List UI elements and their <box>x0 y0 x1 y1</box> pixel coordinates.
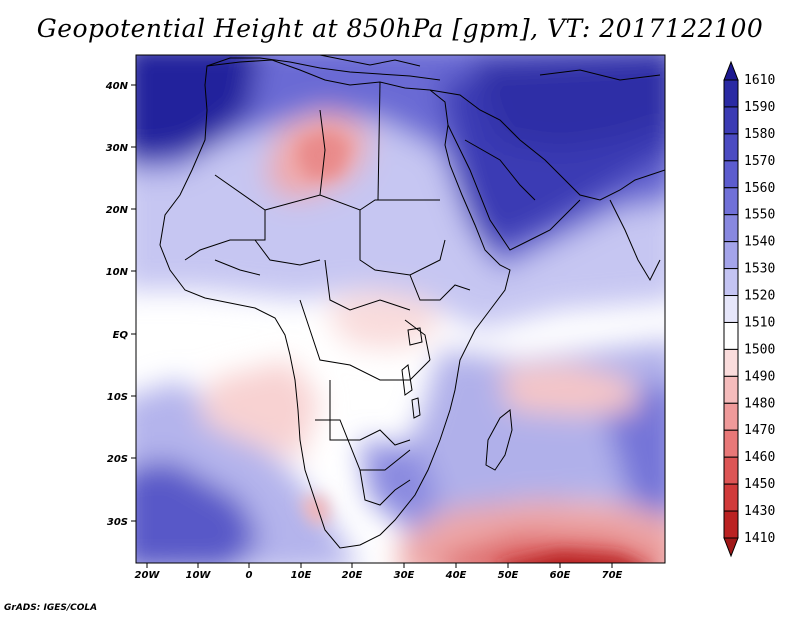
colorbar-label: 1580 <box>744 127 775 142</box>
colorbar-swatch <box>723 321 739 350</box>
lat-tick-label: 40N <box>105 81 129 92</box>
lon-tick-label: 30E <box>394 570 415 581</box>
lon-tick-label: 70E <box>602 570 623 581</box>
colorbar-label: 1610 <box>744 73 775 88</box>
colorbar-label: 1560 <box>744 181 775 196</box>
colorbar-swatch <box>723 510 739 539</box>
lat-tick-label: 20S <box>107 454 128 465</box>
colorbar-swatch <box>723 402 739 431</box>
lat-tick-label: 20N <box>106 205 129 216</box>
colorbar-label: 1540 <box>744 235 775 250</box>
lon-tick-label: 40E <box>445 570 467 581</box>
colorbar-label: 1470 <box>744 423 775 438</box>
lat-tick-label: 30N <box>106 143 129 154</box>
lat-tick-label: EQ <box>113 330 129 341</box>
lon-tick-label: 20E <box>342 570 363 581</box>
colorbar-label: 1490 <box>744 369 775 384</box>
colorbar-swatch <box>723 348 739 377</box>
lon-tick-label: 10E <box>291 570 312 581</box>
colorbar-swatch <box>723 241 739 270</box>
grads-credit: GrADS: IGES/COLA <box>4 603 98 613</box>
lon-tick-label: 50E <box>498 570 519 581</box>
colorbar-swatch <box>723 268 739 297</box>
lon-tick-label: 60E <box>550 570 571 581</box>
colorbar-label: 1570 <box>744 154 775 169</box>
colorbar-label: 1450 <box>744 477 775 492</box>
colorbar-swatch <box>723 106 739 135</box>
coastlines <box>159 55 665 549</box>
colorbar-swatch <box>723 79 739 108</box>
colorbar-swatch <box>723 133 739 162</box>
lon-tick-label: 10W <box>186 570 212 581</box>
lat-tick-labels: 40N 30N 20N 10N EQ 10S 20S 30S <box>105 81 129 528</box>
lat-tick-label: 10N <box>106 267 129 278</box>
lon-tick-labels: 20W 10W 0 10E 20E 30E 40E 50E 60E 70E <box>135 570 623 581</box>
plot-frame <box>135 54 666 564</box>
colorbar-swatch <box>723 60 739 81</box>
lon-tick-label: 20W <box>135 570 161 581</box>
colorbar-label: 1500 <box>744 342 775 357</box>
colorbar-swatch <box>723 187 739 216</box>
colorbar-label: 1480 <box>744 396 775 411</box>
colorbar-label: 1430 <box>744 504 775 519</box>
colorbar-label: 1460 <box>744 450 775 465</box>
colorbar-swatch <box>723 375 739 404</box>
lat-tick-label: 10S <box>107 392 128 403</box>
colorbar-swatch <box>723 483 739 512</box>
colorbar: 1610 1590 1580 1570 1560 1550 1540 1530 1520 1510… <box>723 60 775 558</box>
axis-ticks <box>131 84 613 568</box>
lon-tick-label: 0 <box>246 570 253 581</box>
height-field <box>136 55 665 563</box>
colorbar-swatch <box>723 214 739 243</box>
colorbar-label: 1590 <box>744 100 775 115</box>
colorbar-swatch <box>723 456 739 485</box>
colorbar-swatch <box>723 295 739 323</box>
colorbar-label: 1520 <box>744 289 775 304</box>
colorbar-swatch <box>723 537 739 558</box>
colorbar-swatch <box>723 160 739 189</box>
colorbar-label: 1510 <box>744 315 775 330</box>
colorbar-label: 1410 <box>744 531 775 546</box>
map-title: Geopotential Height at 850hPa [gpm], VT:… <box>36 14 764 43</box>
lat-tick-label: 30S <box>107 517 128 528</box>
colorbar-swatch <box>723 429 739 458</box>
colorbar-label: 1550 <box>744 208 775 223</box>
colorbar-label: 1530 <box>744 262 775 277</box>
